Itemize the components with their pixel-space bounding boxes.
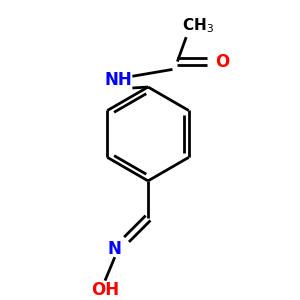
Text: O: O (215, 52, 230, 70)
Text: CH$_3$: CH$_3$ (182, 16, 214, 35)
Text: NH: NH (105, 71, 133, 89)
Text: N: N (108, 240, 122, 258)
Text: OH: OH (91, 281, 119, 299)
